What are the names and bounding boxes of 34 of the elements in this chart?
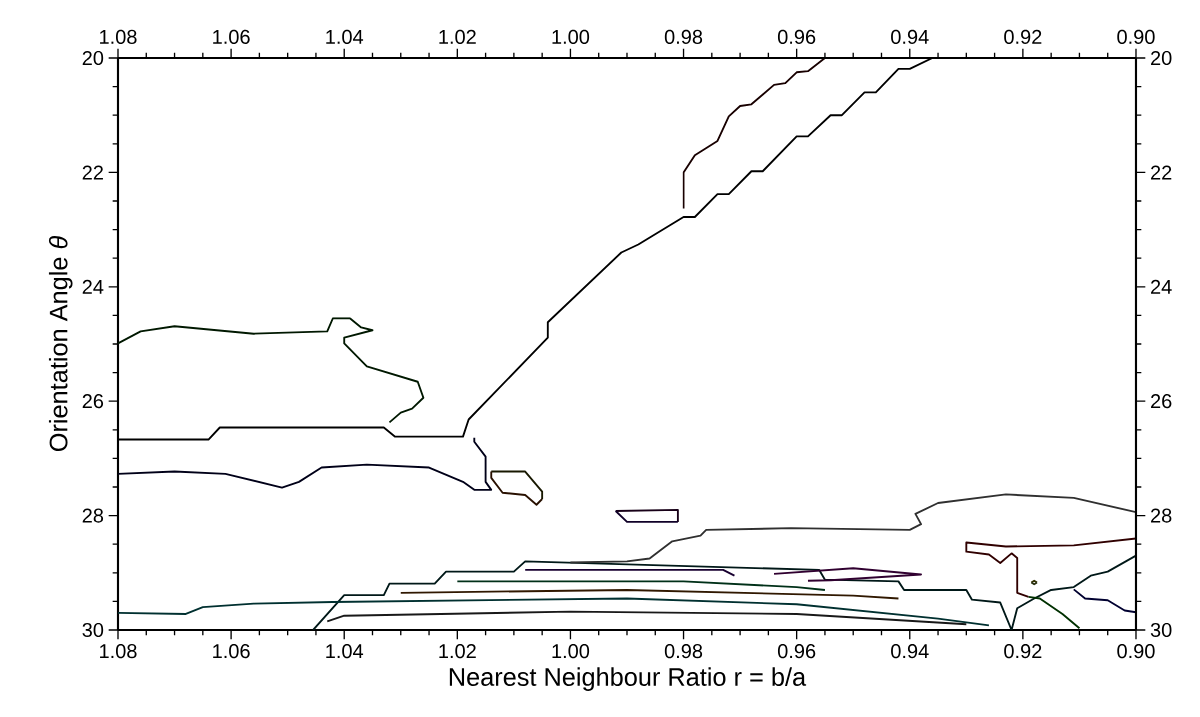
x-tick-label: 0.90: [1117, 29, 1155, 44]
y2-tick-label: 30: [1150, 622, 1172, 638]
y-tick-label: 20: [82, 50, 104, 66]
y-tick-label: 28: [82, 508, 104, 523]
x-axis-title: Nearest Neighbour Ratio r = b/a: [449, 667, 807, 691]
x-tick-label: 1.02: [439, 29, 476, 44]
x2-tick-label: 1.00: [552, 644, 590, 659]
y-tick-label: 24: [82, 279, 104, 294]
x2-tick-label: 0.94: [891, 644, 929, 659]
x2-tick-label: 0.92: [1004, 644, 1042, 659]
x-tick-label: 0.96: [777, 29, 816, 44]
x-tick-label: 1.06: [213, 29, 250, 44]
x-tick-label: 0.92: [1004, 29, 1042, 44]
x2-tick-label: 1.08: [100, 644, 137, 659]
x2-tick-label: 0.96: [777, 644, 816, 659]
y2-tick-label: 22: [1151, 165, 1172, 180]
y-tick-label: 22: [82, 165, 103, 180]
x2-tick-label: 1.02: [439, 644, 476, 659]
x2-tick-label: 0.98: [664, 644, 703, 659]
x2-tick-label: 1.06: [213, 644, 250, 659]
y2-tick-label: 20: [1151, 50, 1172, 66]
x-tick-label: 1.08: [100, 29, 137, 44]
y-tick-label: 26: [82, 394, 104, 409]
y-tick-label: 30: [82, 622, 104, 638]
y2-tick-label: 26: [1151, 394, 1172, 409]
x2-tick-label: 1.04: [326, 644, 364, 659]
x-tick-label: 0.94: [891, 29, 929, 44]
x-tick-label: 1.00: [552, 29, 590, 44]
y2-tick-label: 24: [1151, 279, 1172, 294]
y-axis-title: Orientation Angle θ: [48, 235, 73, 452]
x-tick-label: 1.04: [326, 29, 364, 44]
x-tick-label: 0.98: [664, 29, 703, 44]
x2-tick-label: 0.90: [1117, 644, 1155, 659]
y2-tick-label: 28: [1151, 508, 1172, 523]
